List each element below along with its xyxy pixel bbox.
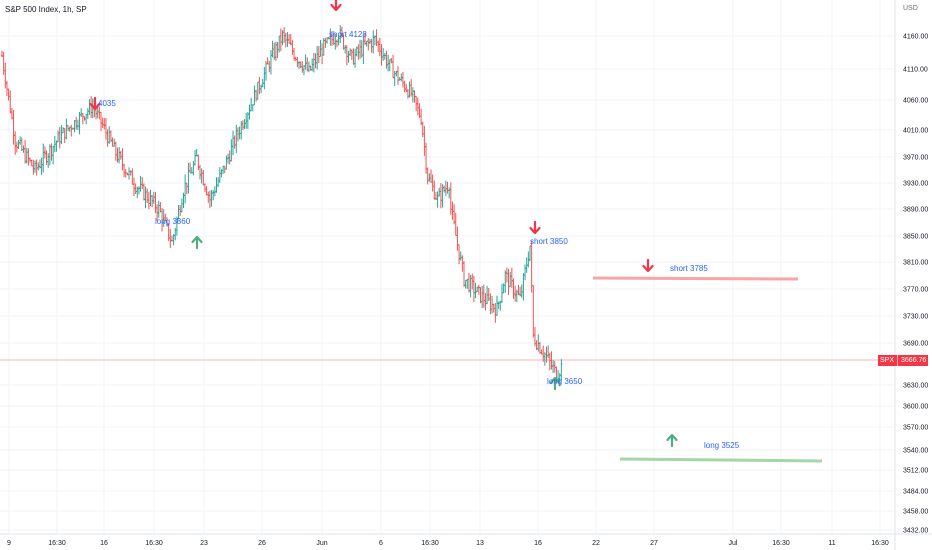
long-arrow-icon[interactable] xyxy=(191,235,203,250)
time-tick-label: 9 xyxy=(7,540,11,547)
time-tick-label: 16:30 xyxy=(48,540,66,547)
price-tick-label: 4160.00 xyxy=(903,34,928,41)
short-arrow-icon[interactable] xyxy=(529,220,541,235)
price-tick-label: 3730.00 xyxy=(903,314,928,321)
price-tick-label: 3810.00 xyxy=(903,260,928,267)
chart-title: S&P 500 Index, 1h, SP xyxy=(5,5,87,14)
short-annotation-label: 4035 xyxy=(98,99,116,108)
time-tick-label: 22 xyxy=(592,540,600,547)
price-tick-label: 4110.00 xyxy=(903,67,928,74)
time-tick-label: 26 xyxy=(258,540,266,547)
price-tick-label: 3930.00 xyxy=(903,181,928,188)
time-tick-label: 16:30 xyxy=(421,540,439,547)
time-tick-label: 16 xyxy=(100,540,108,547)
long-arrow-icon[interactable] xyxy=(666,433,678,448)
time-tick-label: 11 xyxy=(828,540,835,547)
time-axis[interactable]: 9 16:30 16 16:30 23 26 Jun 6 16:30 13 16 22 27 Jul 16:… xyxy=(7,540,889,547)
price-tick-label: 3432.00 xyxy=(903,528,928,535)
short-arrow-icon[interactable] xyxy=(642,258,654,273)
long-annotation-label: long 3860 xyxy=(155,217,191,226)
price-badge-value: 3666.76 xyxy=(901,357,927,364)
time-tick-label: 16:30 xyxy=(145,540,163,547)
time-tick-label: 27 xyxy=(650,540,658,547)
annotation-labels: 4035 long 3860 short 4128 short 3850 long 36… xyxy=(98,30,740,450)
time-tick-label: 13 xyxy=(476,540,484,547)
long-3525-level-line[interactable] xyxy=(619,457,823,463)
price-tick-label: 3690.00 xyxy=(903,341,928,348)
short-arrow-icon[interactable] xyxy=(330,0,342,12)
currency-label: USD xyxy=(903,5,918,12)
price-tick-label: 3458.00 xyxy=(903,509,928,516)
price-tick-label: 4010.00 xyxy=(903,128,928,135)
price-tick-label: 3512.00 xyxy=(903,468,928,475)
price-tick-label: 3600.00 xyxy=(903,404,928,411)
price-tick-label: 3890.00 xyxy=(903,207,928,214)
chart-grid xyxy=(0,0,895,534)
price-axis[interactable]: 4160.00 4110.00 4060.00 4010.00 3970.00 3930.… xyxy=(903,34,928,535)
price-tick-label: 3540.00 xyxy=(903,448,928,455)
long-arrow-icon[interactable] xyxy=(549,376,561,391)
long-annotation-label: long 3525 xyxy=(704,441,740,450)
price-badge-symbol: SPX xyxy=(880,355,899,366)
price-bars xyxy=(0,25,563,387)
time-tick-label: Jun xyxy=(316,540,327,547)
last-price-badge: SPX 3666.76 xyxy=(878,355,929,366)
time-tick-label: 16 xyxy=(534,540,542,547)
short-arrow-icon[interactable] xyxy=(89,96,101,111)
time-tick-label: 23 xyxy=(200,540,208,547)
price-tick-label: 3970.00 xyxy=(903,155,928,162)
price-tick-label: 4060.00 xyxy=(903,98,928,105)
short-annotation-label: short 3850 xyxy=(530,237,568,246)
short-annotation-label: short 4128 xyxy=(329,30,367,39)
time-tick-label: 16:30 xyxy=(871,540,889,547)
price-tick-label: 3484.00 xyxy=(903,489,928,496)
price-tick-label: 3570.00 xyxy=(903,425,928,432)
price-tick-label: 3630.00 xyxy=(903,383,928,390)
trade-arrows xyxy=(89,0,678,448)
price-tick-label: 3770.00 xyxy=(903,287,928,294)
short-annotation-label: short 3785 xyxy=(670,264,708,273)
time-tick-label: 16:30 xyxy=(772,540,790,547)
long-annotation-label: long 3650 xyxy=(547,377,583,386)
price-tick-label: 3850.00 xyxy=(903,234,928,241)
time-tick-label: Jul xyxy=(729,540,738,547)
time-tick-label: 6 xyxy=(379,540,383,547)
short-3785-level-line[interactable] xyxy=(592,276,799,281)
